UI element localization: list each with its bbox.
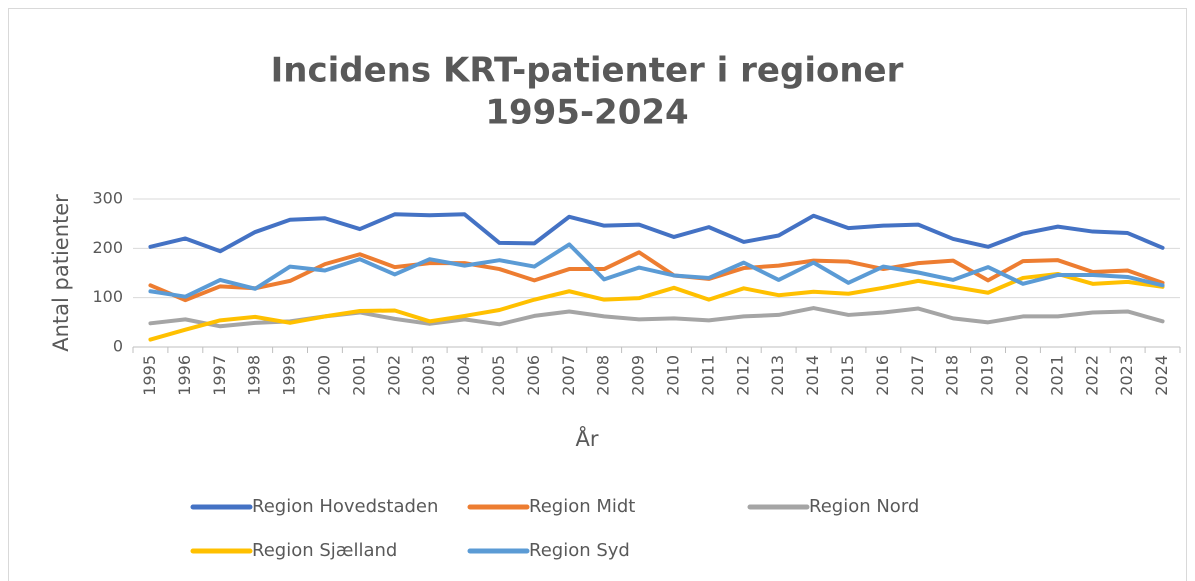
- x-tick-label: 2022: [1082, 355, 1101, 396]
- x-tick-label: 2001: [349, 355, 368, 396]
- y-tick-label: 100: [92, 287, 123, 306]
- x-tick-label: 2016: [873, 355, 892, 396]
- x-tick-label: 2014: [803, 355, 822, 396]
- chart-frame: [8, 8, 1187, 581]
- x-tick-label: 2009: [629, 355, 648, 396]
- line-series: [148, 212, 1165, 254]
- legend-label: Region Syd: [529, 540, 630, 561]
- x-tick-label: 2018: [943, 355, 962, 396]
- x-tick-label: 2008: [594, 355, 613, 396]
- x-tick-label: 2021: [1047, 355, 1066, 396]
- legend-label: Region Midt: [529, 496, 635, 517]
- chart-title: Incidens KRT-patienter i regioner: [271, 51, 904, 91]
- x-tick-label: 2007: [559, 355, 578, 396]
- x-tick-label: 2004: [454, 355, 473, 396]
- x-tick-label: 2023: [1117, 355, 1136, 396]
- x-axis-title: År: [576, 425, 599, 451]
- x-tick-label: 1996: [175, 355, 194, 396]
- x-tick-label: 2002: [384, 355, 403, 396]
- y-axis-title: Antal patienter: [49, 194, 73, 352]
- x-tick-label: 1998: [245, 355, 264, 396]
- x-tick-label: 2012: [733, 355, 752, 396]
- y-tick-label: 300: [92, 189, 123, 208]
- line-series: [148, 250, 1165, 303]
- legend-label: Region Sjælland: [252, 540, 397, 561]
- x-tick-label: 2000: [314, 355, 333, 396]
- x-tick-label: 2003: [419, 355, 438, 396]
- x-tick-label: 2015: [838, 355, 857, 396]
- legend-label: Region Hovedstaden: [252, 496, 438, 517]
- x-tick-label: 2006: [524, 355, 543, 396]
- x-tick-label: 2024: [1152, 355, 1171, 396]
- x-tick-label: 1999: [280, 355, 299, 396]
- x-tick-label: 1995: [140, 355, 159, 396]
- chart-title: 1995-2024: [485, 93, 688, 133]
- x-tick-label: 2011: [698, 355, 717, 396]
- y-tick-label: 200: [92, 238, 123, 257]
- line-series: [148, 271, 1165, 342]
- x-tick-label: 2019: [978, 355, 997, 396]
- line-series: [148, 242, 1165, 299]
- x-tick-label: 2013: [768, 355, 787, 396]
- x-tick-label: 1997: [210, 355, 229, 396]
- y-tick-label: 0: [113, 337, 123, 356]
- x-tick-label: 2005: [489, 355, 508, 396]
- x-tick-label: 2017: [908, 355, 927, 396]
- x-tick-label: 2010: [663, 355, 682, 396]
- legend-label: Region Nord: [809, 496, 919, 517]
- x-tick-label: 2020: [1012, 355, 1031, 396]
